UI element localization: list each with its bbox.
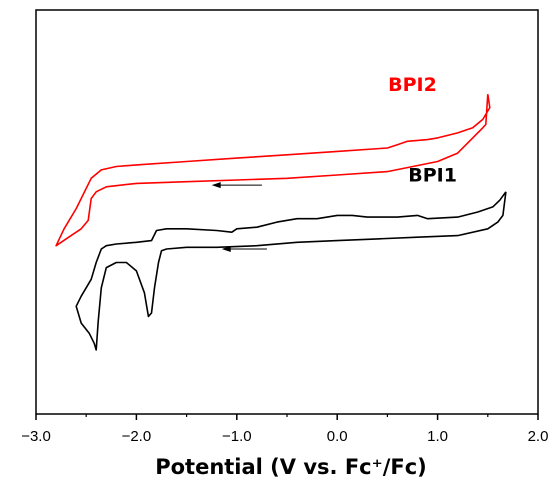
series-bpi1: BPI1 xyxy=(75,165,507,351)
series-line xyxy=(75,191,507,351)
arrow-head-icon xyxy=(221,246,231,253)
x-tick-label: 0.0 xyxy=(327,428,348,445)
series-line xyxy=(55,94,491,247)
series-label: BPI1 xyxy=(408,165,457,187)
x-axis-ticks: −3.0 −2.0 −1.0 0.0 1.0 2.0 xyxy=(21,414,548,445)
series-curves: BPI2 BPI1 xyxy=(55,74,507,351)
x-axis-label: Potential (V vs. Fc⁺/Fc) xyxy=(155,455,427,479)
x-tick-label: −3.0 xyxy=(21,428,51,445)
series-bpi2: BPI2 xyxy=(55,74,491,247)
series-label: BPI2 xyxy=(388,74,437,96)
x-tick-label: −1.0 xyxy=(222,428,252,445)
x-tick-label: 1.0 xyxy=(427,428,448,445)
arrow-head-icon xyxy=(211,182,221,189)
x-tick-label: 2.0 xyxy=(528,428,549,445)
plot-frame xyxy=(35,9,539,415)
x-tick-label: −2.0 xyxy=(122,428,152,445)
